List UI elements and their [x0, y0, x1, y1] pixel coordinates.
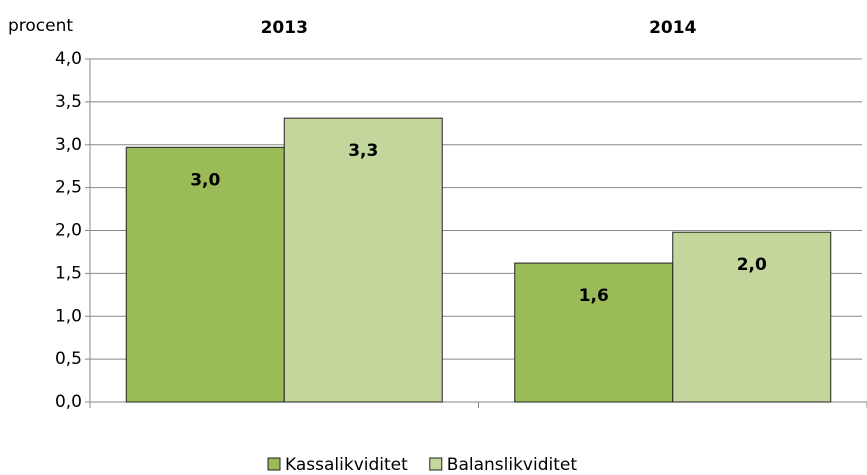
y-tick-label: 2,5: [55, 178, 82, 198]
bar: [514, 262, 674, 403]
y-tick-label: 1,5: [55, 263, 82, 283]
bar: [125, 146, 285, 403]
y-tick-label: 1,0: [55, 306, 82, 326]
bar: [672, 231, 832, 403]
legend-label: Balanslikviditet: [447, 455, 578, 475]
y-tick-label: 2,0: [55, 221, 82, 241]
legend-swatch: [429, 457, 443, 471]
y-tick-label: 3,0: [55, 135, 82, 155]
data-label: 3,3: [348, 141, 378, 161]
y-tick-label: 4,0: [55, 49, 82, 69]
legend-swatch: [267, 457, 281, 471]
data-label: 2,0: [737, 255, 767, 275]
y-tick-label: 0,5: [55, 349, 82, 369]
category-label: 2014: [649, 18, 696, 38]
y-tick-label: 0,0: [55, 392, 82, 412]
category-label: 2013: [261, 18, 308, 38]
legend-label: Kassalikviditet: [285, 455, 408, 475]
data-label: 3,0: [190, 170, 220, 190]
bar: [283, 117, 443, 403]
data-label: 1,6: [579, 286, 609, 306]
y-tick-label: 3,5: [55, 92, 82, 112]
y-axis-label: procent: [8, 16, 73, 36]
